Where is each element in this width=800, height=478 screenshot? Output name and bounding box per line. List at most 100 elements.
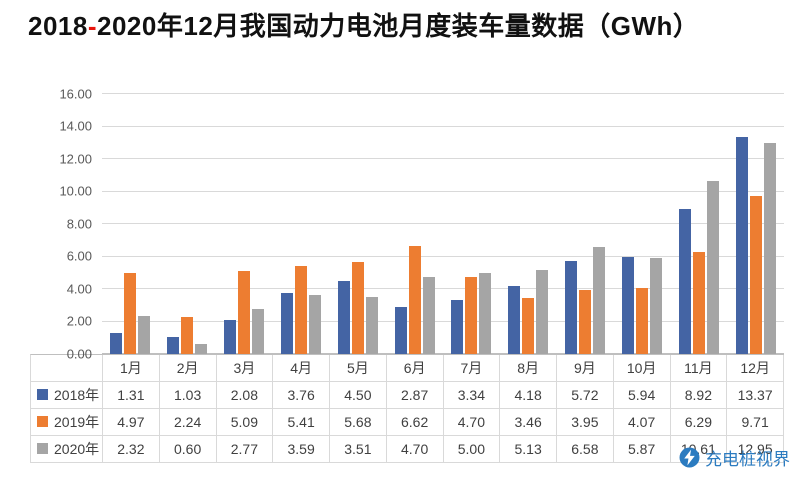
table-value-s3-m7: 5.00 <box>443 435 501 463</box>
table-value-s1-m2: 1.03 <box>159 381 217 409</box>
y-axis-label: 14.00 <box>59 118 92 134</box>
bar-s2-m9 <box>579 289 592 354</box>
gridline <box>102 353 784 355</box>
y-axis-label: 2.00 <box>66 313 92 329</box>
bar-s2-m3 <box>238 271 251 354</box>
plot-area <box>102 93 784 355</box>
bar-group-m7 <box>443 94 500 354</box>
bar-s3-m2 <box>195 344 208 354</box>
bar-s1-m1 <box>110 332 123 354</box>
bar-s3-m9 <box>593 246 606 354</box>
month-label-1: 1月 <box>103 354 160 382</box>
table-value-s1-m3: 2.08 <box>216 381 274 409</box>
bar-group-m12 <box>727 94 784 354</box>
month-label-10: 10月 <box>613 354 671 382</box>
legend-cell-2020: 2020年 <box>31 435 103 463</box>
month-label-2: 2月 <box>159 354 217 382</box>
month-label-9: 9月 <box>557 354 614 382</box>
bar-s3-m1 <box>138 316 151 354</box>
watermark: 充电桩视界 <box>679 445 790 470</box>
bar-s2-m10 <box>635 287 648 354</box>
bar-s3-m6 <box>422 277 435 354</box>
month-label-12: 12月 <box>727 354 784 382</box>
y-axis-label: 10.00 <box>59 183 92 199</box>
gridline <box>102 255 784 257</box>
legend-label: 2019年 <box>54 413 100 430</box>
legend-cell-2019: 2019年 <box>31 408 103 436</box>
table-corner-cell <box>31 354 103 382</box>
bar-group-m4 <box>272 94 329 354</box>
legend-label: 2020年 <box>54 440 100 457</box>
legend-swatch <box>37 389 48 401</box>
bar-s1-m5 <box>337 280 350 354</box>
gridline <box>102 223 784 225</box>
month-label-11: 11月 <box>670 354 728 382</box>
bar-group-m5 <box>329 94 386 354</box>
table-value-s3-m5: 3.51 <box>330 435 387 463</box>
gridline <box>102 288 784 290</box>
table-value-s2-m6: 6.62 <box>386 408 444 436</box>
plot-wrapper: 16.00 14.00 12.00 10.00 8.00 6.00 4.00 2.00 0.00 <box>30 86 784 361</box>
month-label-4: 4月 <box>273 354 330 382</box>
bar-s2-m11 <box>692 251 705 354</box>
bar-s3-m10 <box>649 258 662 354</box>
gridline <box>102 158 784 160</box>
bar-group-m3 <box>216 94 273 354</box>
gridline <box>102 125 784 127</box>
table-value-s2-m5: 5.68 <box>330 408 387 436</box>
bar-s1-m8 <box>508 285 521 354</box>
bar-s3-m11 <box>706 181 719 354</box>
table-value-s2-m3: 5.09 <box>216 408 274 436</box>
bar-s2-m1 <box>124 273 137 354</box>
table-value-s2-m10: 4.07 <box>613 408 671 436</box>
bar-s2-m6 <box>408 246 421 354</box>
bar-s3-m5 <box>365 296 378 354</box>
bar-group-m10 <box>613 94 670 354</box>
legend-swatch <box>37 416 48 428</box>
legend-swatch <box>37 443 48 455</box>
bar-s3-m12 <box>763 143 776 354</box>
gridline <box>102 320 784 322</box>
table-value-s3-m4: 3.59 <box>273 435 330 463</box>
table-value-s1-m4: 3.76 <box>273 381 330 409</box>
table-value-s1-m1: 1.31 <box>103 381 160 409</box>
bar-s1-m11 <box>678 208 691 354</box>
table-value-s1-m9: 5.72 <box>557 381 614 409</box>
y-axis-label: 12.00 <box>59 151 92 167</box>
bar-s3-m7 <box>479 272 492 354</box>
table-value-s1-m6: 2.87 <box>386 381 444 409</box>
bar-s2-m4 <box>294 265 307 354</box>
bar-group-m8 <box>500 94 557 354</box>
bar-s3-m3 <box>252 308 265 354</box>
bar-s3-m8 <box>536 270 549 354</box>
y-axis-label: 8.00 <box>66 216 92 232</box>
month-label-6: 6月 <box>386 354 444 382</box>
bar-s1-m6 <box>394 307 407 354</box>
y-axis-label: 16.00 <box>59 86 92 102</box>
table-value-s1-m5: 4.50 <box>330 381 387 409</box>
y-axis-label: 0.00 <box>66 346 92 362</box>
data-table: 1月 2月 3月 4月 5月 6月 7月 8月 9月 10月 11月 12月 2018年 1.31 1.03… <box>30 353 784 463</box>
month-label-7: 7月 <box>443 354 501 382</box>
table-value-s2-m8: 3.46 <box>500 408 557 436</box>
table-value-s2-m9: 3.95 <box>557 408 614 436</box>
month-label-5: 5月 <box>330 354 387 382</box>
title-part2: 2020年12月我国动力电池月度装车量数据（GWh） <box>97 11 700 41</box>
bar-s2-m8 <box>522 297 535 354</box>
table-value-s3-m12: 12.95 <box>727 435 784 463</box>
month-label-8: 8月 <box>500 354 557 382</box>
month-label-3: 3月 <box>216 354 274 382</box>
table-value-s2-m4: 5.41 <box>273 408 330 436</box>
title-part1: 2018 <box>28 11 88 41</box>
bar-chart: 16.00 14.00 12.00 10.00 8.00 6.00 4.00 2.00 0.00… <box>30 86 784 463</box>
table-value-s3-m10: 5.87 <box>613 435 671 463</box>
bar-group-m6 <box>386 94 443 354</box>
table-value-s3-m1: 2.32 <box>103 435 160 463</box>
legend-cell-2018: 2018年 <box>31 381 103 409</box>
table-value-s2-m2: 2.24 <box>159 408 217 436</box>
table-value-s1-m10: 5.94 <box>613 381 671 409</box>
table-value-s1-m7: 3.34 <box>443 381 501 409</box>
bar-s2-m2 <box>181 317 194 354</box>
table-value-s1-m11: 8.92 <box>670 381 728 409</box>
